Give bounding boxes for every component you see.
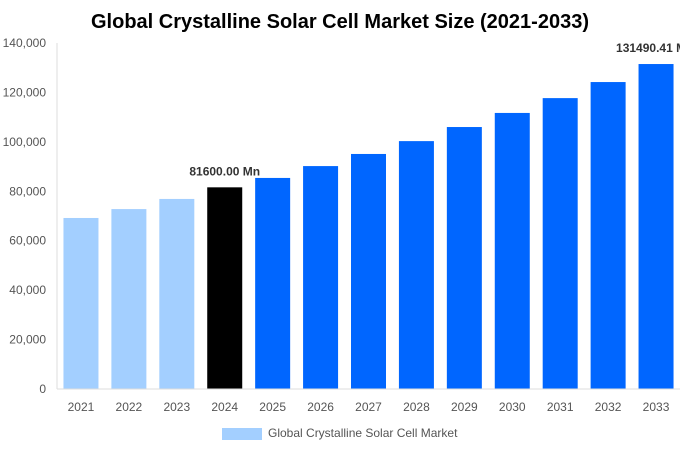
y-tick-label: 120,000 [3,85,47,99]
y-tick-label: 80,000 [9,184,46,198]
bar-2022 [111,209,147,389]
x-tick-label: 2031 [547,400,574,414]
bar-2030 [494,112,530,389]
bar-2027 [351,153,386,389]
bar-2029 [446,127,482,390]
bar-2028 [398,141,434,389]
x-tick-label: 2026 [307,400,334,414]
x-tick-label: 2027 [355,400,382,414]
data-labels: 81600.00 Mn 131490.41 Mn [189,41,680,178]
y-tick-label: 20,000 [9,333,46,347]
x-tick-label: 2033 [643,400,670,414]
y-tick-label: 40,000 [9,283,46,297]
x-tick-label: 2023 [163,400,190,414]
x-tick-label: 2030 [499,400,526,414]
y-tick-label: 0 [39,382,46,396]
x-tick-label: 2029 [451,400,478,414]
legend: Global Crystalline Solar Cell Market [222,426,458,440]
bar-2024 [207,187,243,389]
y-tick-label: 140,000 [3,36,47,50]
legend-label: Global Crystalline Solar Cell Market [268,426,458,440]
bar-2021 [63,217,99,389]
bars [63,64,674,390]
y-axis: 0 20,000 40,000 60,000 80,000 100,000 120,000 1… [3,36,58,396]
bar-2025 [255,177,291,389]
x-tick-label: 2022 [116,400,143,414]
legend-swatch [222,428,262,440]
x-tick-label: 2024 [211,400,238,414]
bar-2026 [303,166,339,389]
bar-2023 [159,198,195,389]
x-tick-label: 2021 [68,400,95,414]
chart-title: Global Crystalline Solar Cell Market Siz… [91,11,589,33]
x-tick-label: 2025 [259,400,286,414]
bar-2032 [590,82,626,389]
data-label-2024: 81600.00 Mn [189,164,260,178]
bar-2033 [638,64,674,389]
x-axis: 2021 2022 2023 2024 2025 2026 2027 2028 2029 2030… [57,388,680,414]
bar-2031 [542,98,578,389]
x-tick-label: 2032 [595,400,622,414]
x-tick-label: 2028 [403,400,430,414]
y-tick-label: 100,000 [3,135,47,149]
data-label-2033: 131490.41 Mn [616,41,680,55]
y-tick-label: 60,000 [9,234,46,248]
